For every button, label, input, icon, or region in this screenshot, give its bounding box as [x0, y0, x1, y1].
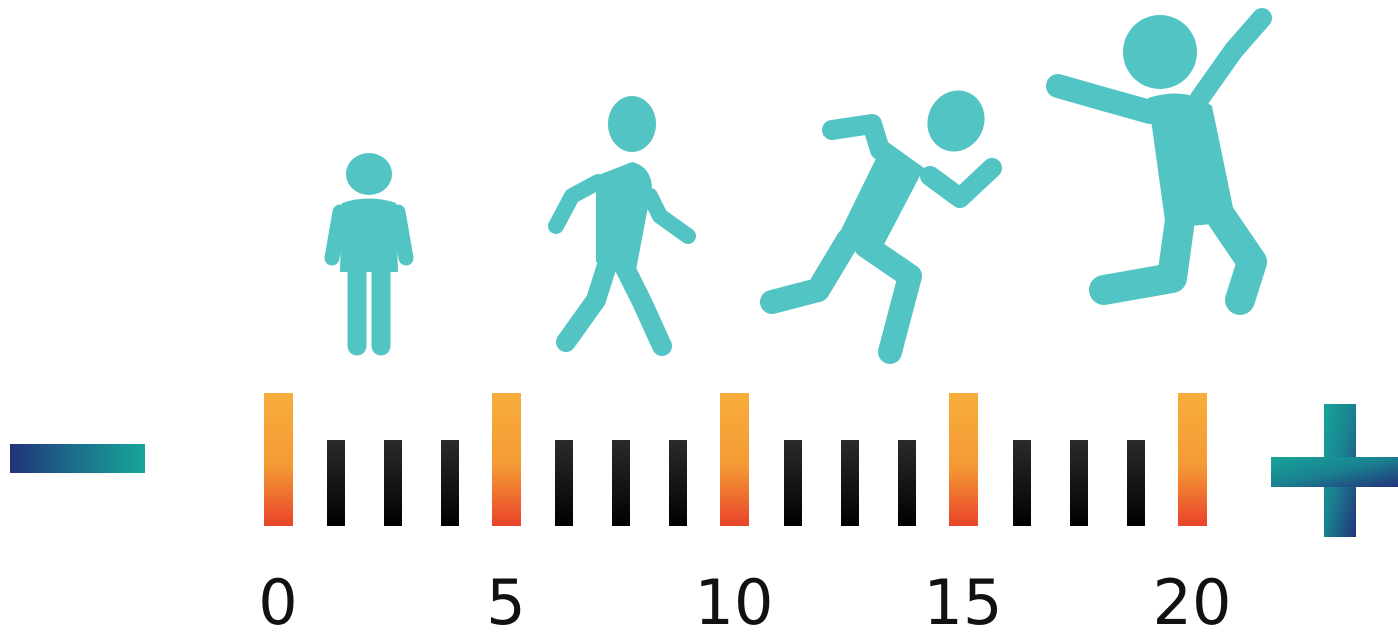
plus-icon	[1271, 404, 1398, 537]
minor-tick	[1127, 440, 1145, 526]
minor-tick	[1013, 440, 1031, 526]
running-person-icon	[760, 90, 1002, 364]
scale-label-0: 0	[258, 566, 298, 639]
minor-tick	[784, 440, 802, 526]
scale-label-15: 15	[923, 566, 1003, 639]
minor-tick	[841, 440, 859, 526]
minor-tick	[555, 440, 573, 526]
minor-tick	[612, 440, 630, 526]
scale-label-10: 10	[694, 566, 774, 639]
walking-person-icon	[548, 96, 696, 356]
standing-person-icon	[324, 153, 414, 356]
minor-tick	[669, 440, 687, 526]
minor-tick	[1070, 440, 1088, 526]
scale-label-5: 5	[486, 566, 526, 639]
minor-tick	[327, 440, 345, 526]
major-tick-10	[720, 393, 749, 526]
minor-tick	[384, 440, 402, 526]
minus-icon	[10, 444, 145, 473]
jumping-person-icon	[1046, 8, 1272, 315]
minor-tick	[441, 440, 459, 526]
minor-tick	[898, 440, 916, 526]
scale-ticks	[264, 393, 1207, 526]
scale-label-20: 20	[1152, 566, 1232, 639]
major-tick-5	[492, 393, 521, 526]
major-tick-20	[1178, 393, 1207, 526]
major-tick-15	[949, 393, 978, 526]
major-tick-0	[264, 393, 293, 526]
